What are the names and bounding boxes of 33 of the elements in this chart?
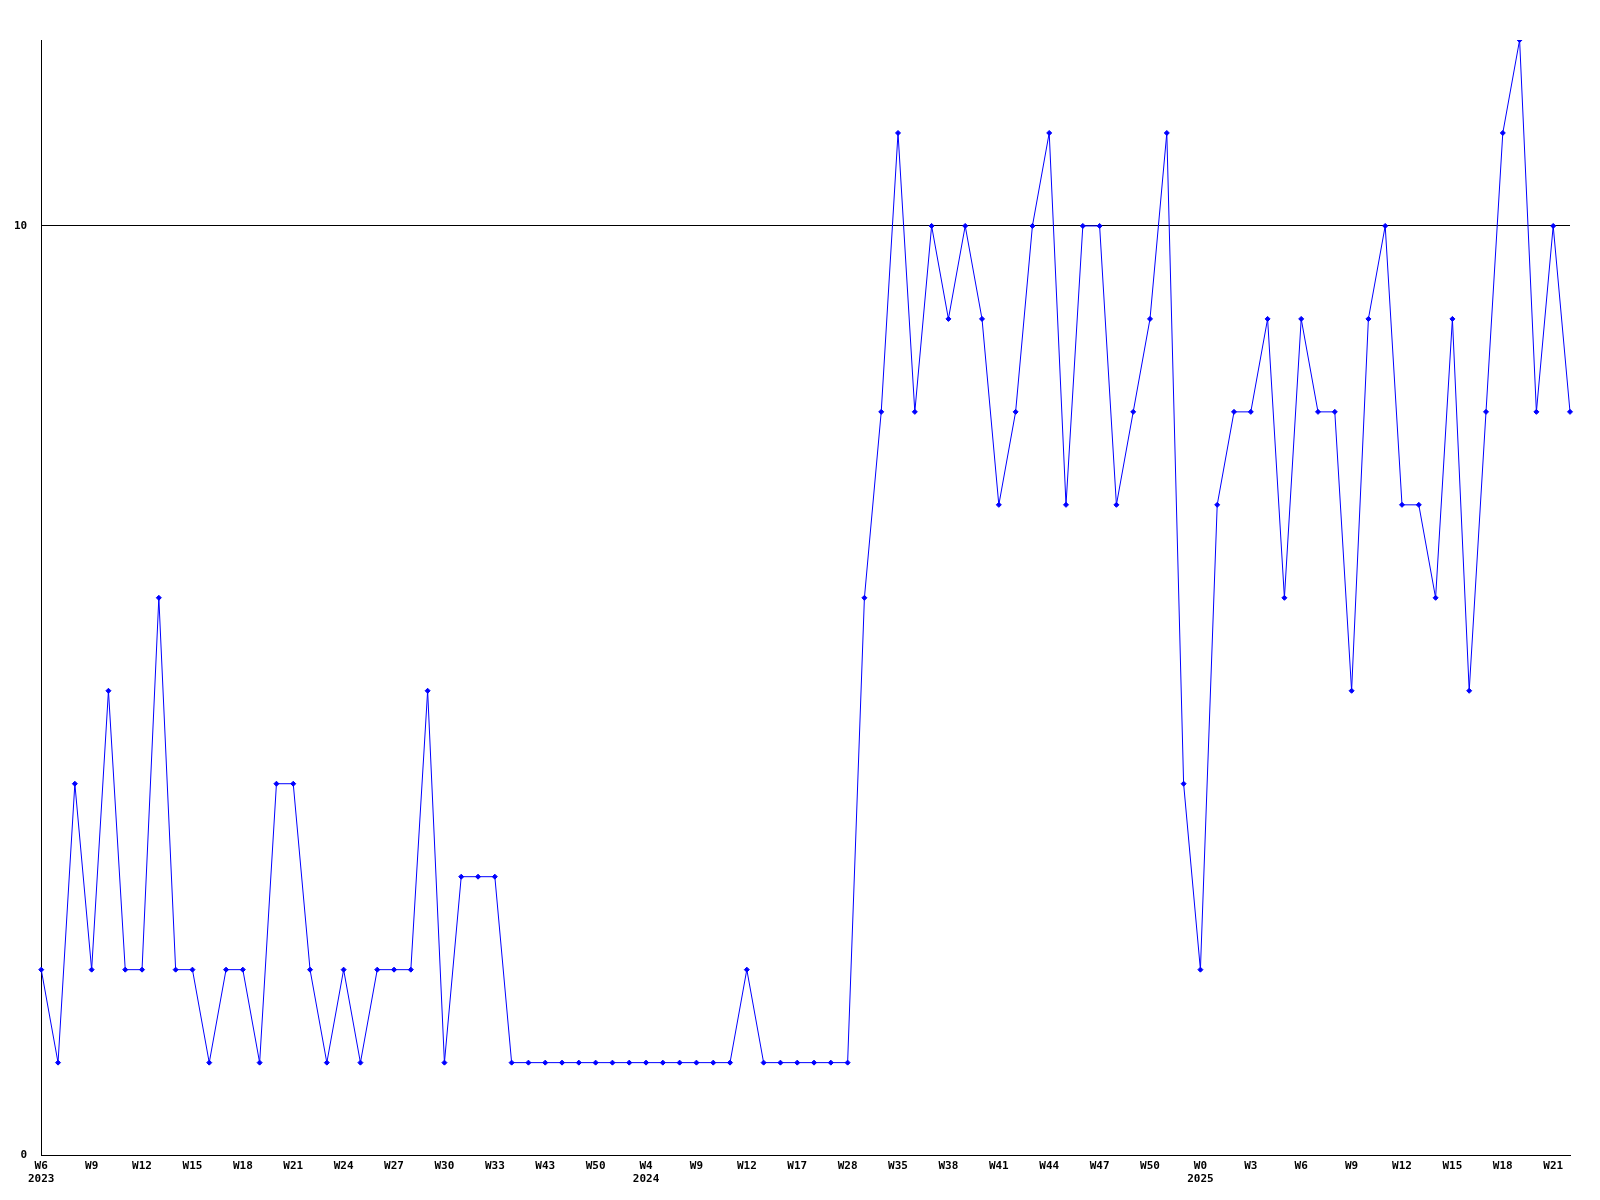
x-tick-label: W35 (888, 1159, 908, 1173)
x-tick-label: W27 (384, 1159, 404, 1173)
x-tick-label: W6 2023 (28, 1159, 55, 1186)
x-tick-label: W44 (1039, 1159, 1060, 1173)
x-tick-label: W12 (132, 1159, 152, 1173)
x-tick-label: W12 (736, 1159, 757, 1173)
y-tick-label: 0 (20, 1148, 28, 1162)
x-tick-label: W21 (283, 1159, 304, 1173)
x-tick-label: W3 (1244, 1159, 1258, 1173)
x-tick-label: W18 (1492, 1159, 1513, 1173)
x-tick-label: W9 (1344, 1159, 1359, 1173)
x-tick-label: W33 (484, 1159, 505, 1173)
x-tick-label: W4 2024 (632, 1159, 660, 1186)
x-tick-label: W12 (1392, 1159, 1412, 1173)
x-tick-label: W30 (434, 1159, 455, 1173)
x-tick-label: W50 (1140, 1159, 1160, 1173)
x-tick-label: W17 (787, 1159, 808, 1173)
x-tick-label: W47 (1089, 1159, 1110, 1173)
x-tick-label: W18 (232, 1159, 253, 1173)
x-tick-label: W6 (1294, 1159, 1309, 1173)
x-tick-label: W38 (938, 1159, 959, 1173)
x-tick-label: W15 (1442, 1159, 1463, 1173)
x-tick-label: W15 (182, 1159, 203, 1173)
x-tick-label: W9 (85, 1159, 99, 1173)
x-tick-label: W43 (535, 1159, 556, 1173)
y-tick-label: 10 (14, 218, 28, 232)
x-tick-label: W41 (988, 1159, 1010, 1173)
x-tick-label: W21 (1543, 1159, 1564, 1173)
x-tick-label: W9 (689, 1159, 704, 1173)
x-tick-label: W28 (837, 1159, 858, 1173)
x-tick-label: W0 2025 (1187, 1159, 1214, 1186)
x-tick-label: W50 (585, 1159, 606, 1173)
x-tick-label: W24 (333, 1159, 354, 1173)
